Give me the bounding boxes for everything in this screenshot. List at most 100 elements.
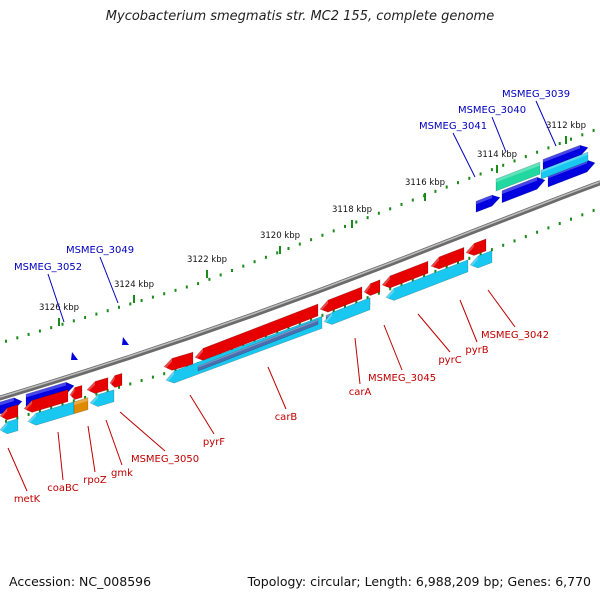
kbp-tick-label: 3124 kbp bbox=[114, 280, 154, 290]
reverse-cds-shade bbox=[466, 243, 474, 256]
upper-tick-dot bbox=[95, 312, 98, 316]
reverse-gene bbox=[469, 250, 493, 269]
lower-tick-dot bbox=[174, 368, 177, 372]
reverse-gene-label: coaBC bbox=[47, 483, 78, 494]
upper-tick-dot bbox=[400, 202, 403, 206]
lower-tick-dot bbox=[50, 406, 53, 410]
forward-gene bbox=[540, 151, 589, 180]
reverse-cds bbox=[163, 351, 194, 371]
reverse-cds bbox=[465, 238, 487, 256]
upper-tick-dot bbox=[185, 285, 188, 289]
reverse-label-leader bbox=[267, 366, 287, 410]
upper-tick-dot bbox=[434, 189, 437, 193]
reverse-gene-carb-shade bbox=[198, 319, 318, 368]
upper-tick-dot bbox=[72, 319, 75, 323]
forward-gene-label: MSMEG_3039 bbox=[502, 89, 570, 100]
reverse-gene-shade bbox=[0, 421, 8, 434]
kbp-tick-label: 3116 kbp bbox=[405, 178, 445, 188]
forward-label-leader bbox=[491, 116, 507, 153]
reverse-gene bbox=[323, 297, 371, 325]
lower-tick-dot bbox=[547, 226, 550, 230]
reverse-gene-label: MSMEG_3045 bbox=[368, 373, 436, 384]
upper-tick-dot bbox=[242, 264, 245, 268]
upper-tick-dot bbox=[253, 260, 256, 264]
lower-tick-dot bbox=[411, 278, 414, 282]
forward-gene-label: MSMEG_3041 bbox=[419, 121, 487, 132]
reverse-cds-shade bbox=[195, 348, 203, 361]
forward-marker bbox=[122, 337, 129, 345]
lower-tick-dot bbox=[298, 322, 301, 326]
upper-tick-dot bbox=[366, 216, 369, 220]
upper-tick-dot bbox=[377, 211, 380, 215]
kbp-tick-label: 3122 kbp bbox=[187, 255, 227, 265]
forward-gene-label: MSMEG_3040 bbox=[458, 105, 526, 116]
upper-tick-dot bbox=[264, 255, 267, 259]
upper-tick-dot bbox=[321, 233, 324, 237]
forward-gene-shade bbox=[541, 152, 588, 173]
forward-label-leader bbox=[99, 256, 119, 304]
reverse-gene-label: gmk bbox=[111, 468, 133, 479]
lower-tick-dot bbox=[445, 265, 448, 269]
reverse-cds bbox=[363, 279, 381, 296]
lower-tick-dot bbox=[5, 419, 7, 423]
reverse-cds bbox=[194, 303, 319, 361]
reverse-gene-label: metK bbox=[14, 494, 41, 505]
reverse-gene-label: carA bbox=[349, 387, 372, 398]
upper-tick-dot bbox=[219, 273, 222, 277]
reverse-label-leader bbox=[57, 431, 64, 481]
lower-tick-dot bbox=[366, 296, 369, 300]
reverse-gene bbox=[385, 259, 469, 301]
lower-tick-dot bbox=[27, 412, 30, 416]
kbp-tick-label: 3112 kbp bbox=[546, 121, 586, 131]
upper-tick-dot bbox=[479, 172, 482, 176]
upper-tick-dot bbox=[27, 332, 30, 336]
forward-gene-label: MSMEG_3052 bbox=[14, 262, 82, 273]
lower-tick-dot bbox=[570, 217, 572, 221]
forward-gene bbox=[542, 144, 589, 171]
forward-cds bbox=[501, 176, 546, 204]
lower-tick-dot bbox=[434, 269, 437, 273]
reverse-gene-shade bbox=[470, 255, 478, 269]
lower-tick-dot bbox=[502, 243, 505, 247]
reverse-cds-shade bbox=[0, 407, 8, 420]
lower-tick-dot bbox=[106, 389, 109, 393]
forward-label-leader bbox=[47, 273, 65, 323]
lower-tick-dot bbox=[140, 379, 143, 383]
reverse-cds-shade bbox=[164, 358, 172, 371]
reverse-cds-shade bbox=[24, 400, 32, 413]
reverse-label-leader bbox=[87, 425, 96, 473]
lower-tick-dot bbox=[16, 416, 19, 420]
lower-tick-dot bbox=[558, 222, 561, 226]
lower-tick-dot bbox=[310, 318, 313, 322]
forward-gene-label: MSMEG_3049 bbox=[66, 245, 134, 256]
lower-tick-dot bbox=[377, 291, 380, 295]
genome-title: Mycobacterium smegmatis str. MC2 155, co… bbox=[105, 9, 495, 24]
lower-tick-dot bbox=[490, 248, 493, 252]
upper-tick-dot bbox=[547, 146, 550, 150]
backbone-line bbox=[0, 180, 600, 401]
reverse-cds bbox=[319, 286, 363, 313]
reverse-cds-shade bbox=[382, 275, 390, 289]
upper-tick-dot bbox=[355, 220, 358, 224]
forward-label-leader bbox=[535, 100, 557, 147]
upper-tick-dot bbox=[276, 251, 279, 255]
reverse-label-leader bbox=[459, 299, 478, 343]
forward-cds-shade bbox=[26, 382, 66, 398]
lower-tick-dot bbox=[287, 326, 290, 330]
upper-tick-dot bbox=[468, 176, 471, 180]
upper-tick-dot bbox=[570, 137, 572, 141]
upper-tick-dot bbox=[118, 305, 120, 309]
reverse-gene-carb bbox=[197, 319, 319, 372]
reverse-cds-shade bbox=[87, 381, 95, 394]
reverse-cds bbox=[430, 246, 465, 270]
reverse-gene-label: pyrF bbox=[203, 437, 225, 448]
reverse-gene-shade bbox=[28, 413, 36, 425]
lower-tick-dot bbox=[72, 399, 75, 403]
lower-tick-dot bbox=[38, 409, 41, 413]
reverse-cds bbox=[109, 372, 123, 388]
upper-tick-dot bbox=[106, 309, 109, 313]
upper-tick-dot bbox=[84, 315, 87, 319]
upper-tick-dot bbox=[5, 339, 7, 343]
upper-tick-dot bbox=[208, 277, 211, 281]
